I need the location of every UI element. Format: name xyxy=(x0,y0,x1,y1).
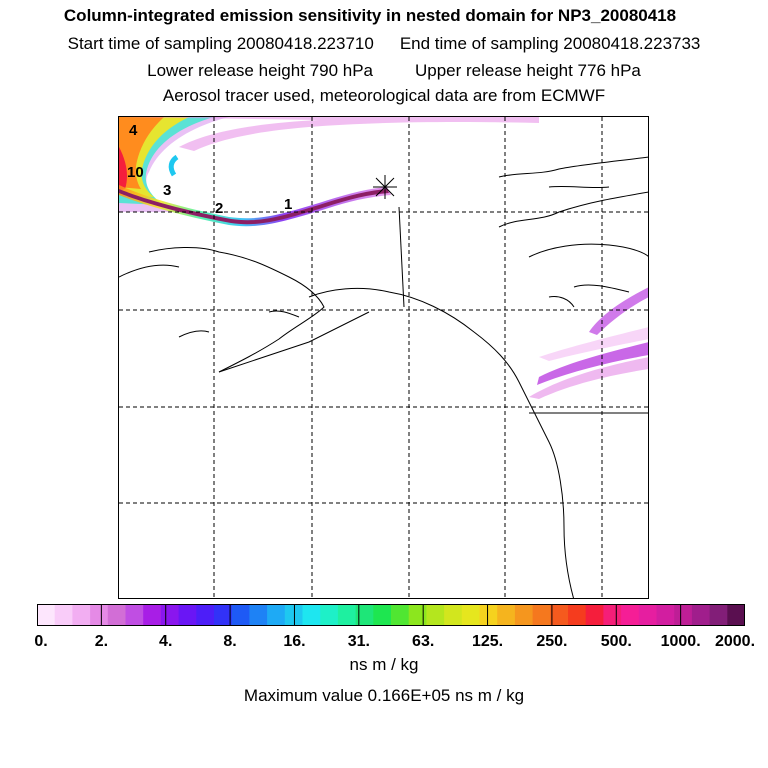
colorbar-swatch xyxy=(479,604,498,626)
colorbar-swatch xyxy=(355,604,374,626)
emission-plume-east xyxy=(529,287,648,399)
coastlines xyxy=(119,156,648,598)
colorbar-tick-label: 8. xyxy=(223,633,237,650)
contour-label-10: 10 xyxy=(127,164,144,181)
contour-label-3: 3 xyxy=(163,182,171,199)
colorbar-swatch xyxy=(550,604,569,626)
colorbar-swatch xyxy=(532,604,551,626)
colorbar-swatch xyxy=(72,604,91,626)
colorbar-swatch xyxy=(337,604,357,626)
colorbar-tick-label: 31. xyxy=(347,633,370,650)
contour-label-2: 2 xyxy=(215,200,223,217)
contour-label-1: 1 xyxy=(284,196,292,213)
emission-plume-band xyxy=(119,185,391,227)
emission-plume-northwest xyxy=(119,117,539,212)
colorbar-swatch xyxy=(178,604,197,626)
colorbar-swatch xyxy=(514,604,534,626)
colorbar-swatch xyxy=(621,604,640,626)
colorbar-swatch xyxy=(267,604,286,626)
colorbar-swatch xyxy=(231,604,250,626)
colorbar-swatch xyxy=(125,604,144,626)
colorbar-tick-label: 125. xyxy=(471,633,504,650)
sampling-times: Start time of sampling 20080418.223710 En… xyxy=(0,34,768,54)
colorbar-swatch xyxy=(709,604,728,626)
contour-label-4: 4 xyxy=(129,122,138,139)
colorbar-swatch xyxy=(54,604,73,626)
colorbar-swatch xyxy=(249,604,268,626)
start-time: Start time of sampling 20080418.223710 xyxy=(67,34,374,53)
colorbar-swatch xyxy=(408,604,427,626)
colorbar-swatch xyxy=(461,604,480,626)
colorbar-tick-label: 2000. xyxy=(714,633,756,650)
colorbar-swatch xyxy=(196,604,215,626)
colorbar-swatch xyxy=(497,604,516,626)
colorbar-tick-label: 1000. xyxy=(660,633,701,650)
colorbar-swatch xyxy=(444,604,463,626)
colorbar-tick-label: 250. xyxy=(536,633,568,650)
colorbar-swatch xyxy=(373,604,392,626)
colorbar-swatch xyxy=(284,604,303,626)
receptor-marker-icon xyxy=(373,175,397,199)
colorbar-swatch xyxy=(727,604,745,626)
release-heights: Lower release height 790 hPa Upper releas… xyxy=(10,61,768,81)
map-canvas: 4 10 3 2 1 xyxy=(119,117,648,598)
colorbar-tick-label: 4. xyxy=(159,633,173,650)
graticule xyxy=(119,117,648,598)
colorbar-swatch xyxy=(37,604,56,626)
colorbar-swatch xyxy=(160,604,180,626)
colorbar-swatch xyxy=(426,604,445,626)
tracer-info: Aerosol tracer used, meteorological data… xyxy=(162,86,606,105)
map-panel: 4 10 3 2 1 xyxy=(118,116,649,599)
colorbar-unit: ns m / kg xyxy=(349,655,419,674)
colorbar-swatch xyxy=(214,604,233,626)
lower-release-height: Lower release height 790 hPa xyxy=(147,61,373,80)
colorbar-swatch xyxy=(585,604,604,626)
end-time: End time of sampling 20080418.223733 xyxy=(399,34,701,53)
plot-title: Column-integrated emission sensitivity i… xyxy=(63,6,677,25)
colorbar-tick-label: 2. xyxy=(94,633,109,650)
colorbar-swatch xyxy=(391,604,410,626)
colorbar-swatch xyxy=(143,604,162,626)
colorbar-swatch xyxy=(568,604,587,626)
maximum-value: Maximum value 0.166E+05 ns m / kg xyxy=(243,686,525,705)
colorbar-swatch xyxy=(674,604,693,626)
colorbar-swatch xyxy=(638,604,657,626)
colorbar-swatch xyxy=(90,604,109,626)
colorbar-border xyxy=(37,604,745,626)
colorbar-tick-label: 0. xyxy=(34,633,48,650)
colorbar-tick-label: 16. xyxy=(283,633,306,650)
colorbar-swatch xyxy=(603,604,622,626)
colorbar-swatch xyxy=(302,604,321,626)
colorbar-swatch xyxy=(691,604,711,626)
colorbar-swatch xyxy=(107,604,126,626)
colorbar-tick-label: 500. xyxy=(600,633,632,650)
colorbar xyxy=(37,604,745,626)
upper-release-height: Upper release height 776 hPa xyxy=(415,61,641,80)
colorbar-tick-label: 63. xyxy=(412,633,435,650)
colorbar-swatch xyxy=(656,604,675,626)
colorbar-swatch xyxy=(320,604,339,626)
